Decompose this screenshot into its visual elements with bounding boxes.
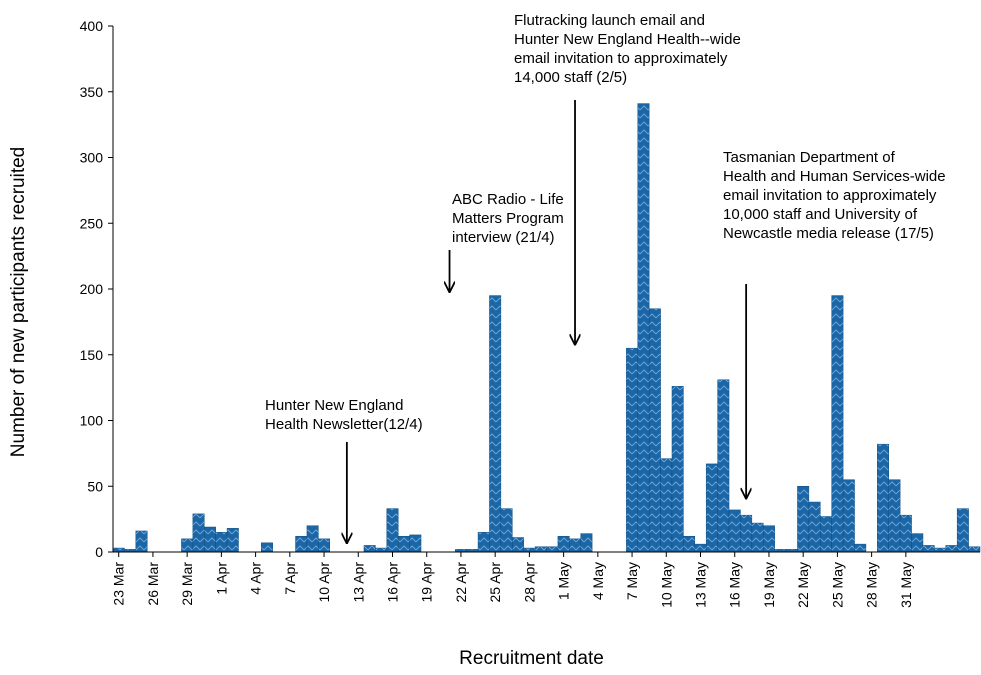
bar xyxy=(751,522,764,553)
bar xyxy=(797,486,810,553)
bar xyxy=(820,516,832,553)
bar xyxy=(694,543,707,553)
bar xyxy=(637,103,650,553)
bar xyxy=(477,532,490,553)
bar xyxy=(854,543,867,553)
x-tick-label: 7 May xyxy=(624,562,640,600)
bar xyxy=(135,530,148,553)
x-tick-label: 28 May xyxy=(864,562,880,608)
x-tick-label: 4 Apr xyxy=(248,562,264,595)
bar xyxy=(842,479,855,553)
bar xyxy=(968,546,981,553)
x-tick-label: 26 Mar xyxy=(145,562,161,606)
y-tick-label: 150 xyxy=(80,347,104,363)
bar xyxy=(215,532,228,553)
bar xyxy=(934,547,947,553)
bar xyxy=(192,513,205,553)
bar xyxy=(956,508,969,553)
bar xyxy=(705,463,718,553)
x-tick-label: 19 Apr xyxy=(419,562,435,603)
bar xyxy=(112,547,125,553)
bar xyxy=(740,514,753,553)
bar xyxy=(671,386,684,553)
bar xyxy=(318,538,330,553)
bar xyxy=(534,546,547,553)
bar xyxy=(546,546,559,553)
bar xyxy=(717,379,730,553)
y-tick-label: 350 xyxy=(80,84,104,100)
x-tick-label: 25 May xyxy=(829,562,845,608)
bar xyxy=(397,535,410,553)
x-tick-label: 22 Apr xyxy=(453,562,469,603)
x-tick-label: 1 Apr xyxy=(213,562,229,595)
annotation-label: ABC Radio - Life Matters Program intervi… xyxy=(452,191,564,246)
bar xyxy=(648,308,661,553)
bar xyxy=(877,443,889,553)
bar xyxy=(557,535,570,553)
bar xyxy=(306,525,319,553)
annotation-label: Flutracking launch email and Hunter New … xyxy=(514,12,741,86)
annotation-label: Hunter New England Health Newsletter(12/… xyxy=(265,397,423,433)
bar xyxy=(512,537,524,553)
annotation-label: Tasmanian Department of Health and Human… xyxy=(723,149,946,242)
y-tick-label: 200 xyxy=(80,281,104,297)
x-tick-label: 7 Apr xyxy=(282,562,298,595)
bar xyxy=(261,542,273,553)
bar xyxy=(911,533,924,553)
bar xyxy=(363,545,376,553)
x-tick-label: 13 Apr xyxy=(350,562,366,603)
y-tick-label: 400 xyxy=(80,18,104,34)
x-axis-title: Recruitment date xyxy=(459,648,604,669)
bar xyxy=(888,479,901,553)
bar xyxy=(763,525,775,553)
x-tick-label: 28 Apr xyxy=(521,562,537,603)
bar xyxy=(626,347,639,553)
x-tick-label: 10 Apr xyxy=(316,562,332,603)
x-tick-label: 4 May xyxy=(590,562,606,600)
bar xyxy=(922,545,935,553)
x-tick-label: 1 May xyxy=(556,562,572,600)
y-tick-label: 250 xyxy=(80,215,104,231)
x-tick-label: 31 May xyxy=(898,562,914,608)
bar xyxy=(500,508,513,553)
bar xyxy=(683,535,696,553)
bar xyxy=(899,514,912,553)
bar xyxy=(295,535,308,553)
bar xyxy=(808,501,821,553)
bar xyxy=(386,508,399,553)
x-tick-label: 19 May xyxy=(761,562,777,608)
bar xyxy=(204,526,216,553)
bar xyxy=(409,534,422,553)
x-tick-label: 10 May xyxy=(658,562,674,608)
y-tick-label: 0 xyxy=(95,544,103,560)
x-tick-label: 25 Apr xyxy=(487,562,503,603)
bar xyxy=(660,458,673,553)
bar xyxy=(945,545,958,553)
y-tick-label: 100 xyxy=(80,413,104,429)
bar xyxy=(523,547,536,553)
x-tick-label: 16 May xyxy=(727,562,743,608)
x-tick-label: 16 Apr xyxy=(385,562,401,603)
x-tick-label: 23 Mar xyxy=(111,562,127,606)
y-tick-label: 300 xyxy=(80,150,104,166)
bar xyxy=(728,509,741,553)
y-tick-label: 50 xyxy=(87,478,103,494)
bar xyxy=(181,538,194,553)
bar xyxy=(569,538,581,553)
bar xyxy=(375,547,388,553)
x-tick-label: 29 Mar xyxy=(179,562,195,606)
bar xyxy=(489,295,502,553)
y-axis-title: Number of new participants recruited xyxy=(8,147,29,457)
bar xyxy=(580,533,593,553)
bar xyxy=(226,528,239,553)
x-tick-label: 22 May xyxy=(795,562,811,608)
x-tick-label: 13 May xyxy=(693,562,709,608)
bar xyxy=(831,295,844,553)
